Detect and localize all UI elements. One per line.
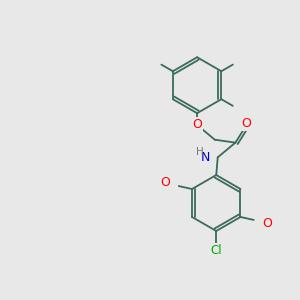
Text: O: O [262, 217, 272, 230]
Text: H: H [196, 147, 203, 157]
Text: O: O [241, 117, 250, 130]
Text: O: O [192, 118, 202, 131]
Text: O: O [161, 176, 170, 189]
Text: Cl: Cl [210, 244, 222, 256]
Text: N: N [201, 151, 210, 164]
